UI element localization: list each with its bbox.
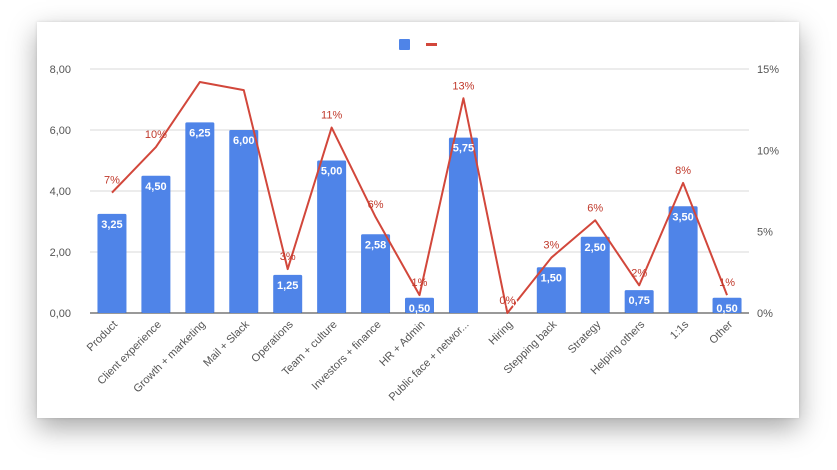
bar [405,297,434,313]
x-category-label: Strategy [566,318,604,356]
y-right-tick-label: 5% [757,227,773,239]
y-left-tick-label: 8,00 [50,64,71,76]
bar-data-label: 5,75 [453,143,474,155]
bar [361,234,391,313]
x-category-label: Hiring [487,319,516,348]
x-category-label: 1:1s [668,318,692,342]
line-data-label: 1% [412,277,428,289]
bar [668,206,698,313]
bar [97,213,127,313]
x-category-label: Mail + Slack [201,318,252,369]
bar-data-label: 2,58 [365,239,386,251]
line-data-label: 13% [452,80,474,92]
y-left-tick-label: 0,00 [50,308,71,320]
bar-data-label: 5,00 [321,166,342,178]
x-category-label: Other [707,318,735,346]
y-left-tick-label: 2,00 [50,247,71,259]
bar-data-label: 1,25 [277,280,298,292]
bar [624,290,654,313]
bar [317,160,347,313]
line-data-label: 3% [543,240,559,252]
line-data-label: 6% [587,202,603,214]
line-data-label: 7% [104,175,120,187]
line-data-label: 6% [368,199,384,211]
line-data-label: 10% [145,129,167,141]
line-data-label: 8% [675,165,691,177]
bar [536,267,566,313]
bar-data-label: 6,25 [189,127,210,139]
chart-card: 0,00 2,00 4,00 6,00 8,00 0% 5% 10% 15% 3,25 4,50 6,… [37,22,799,418]
bar-data-label: 0,00 [497,298,518,310]
bar-data-label: 4,50 [145,181,166,193]
line-data-label: 1% [719,277,735,289]
y-right-tick-label: 15% [757,64,779,76]
bar-data-label: 0,75 [628,295,649,307]
line-data-label: 2% [631,267,647,279]
x-category-label: Operations [249,318,296,365]
bar-data-label: 2,50 [585,242,606,254]
bar-data-label: 6,00 [233,135,254,147]
x-category-label: Product [85,319,120,354]
bar-data-label: 3,25 [101,219,122,231]
x-category-label: Public face + networ... [387,319,472,404]
line-data-label: 11% [321,110,342,122]
line-data-label: 0% [499,295,515,307]
line-data-label: 3% [280,251,296,263]
bar [712,297,742,313]
y-right-tick-label: 10% [757,145,779,157]
bar-data-label: 0,50 [716,303,737,315]
bar [580,236,610,313]
bar [185,122,215,313]
combo-chart: 0,00 2,00 4,00 6,00 8,00 0% 5% 10% 15% 3,25 4,50 6,… [50,39,779,404]
line-series [111,81,728,314]
legend-bar-swatch [399,39,410,50]
bar-data-label: 1,50 [541,272,562,284]
bar-data-label: 3,50 [672,211,693,223]
y-right-tick-label: 0% [757,308,773,320]
bar [273,274,303,313]
bar [141,175,171,313]
y-left-tick-label: 4,00 [50,186,71,198]
bar-data-label: 0,50 [409,303,430,315]
y-left-tick-label: 6,00 [50,125,71,137]
bar [229,130,259,313]
bar [448,137,478,313]
